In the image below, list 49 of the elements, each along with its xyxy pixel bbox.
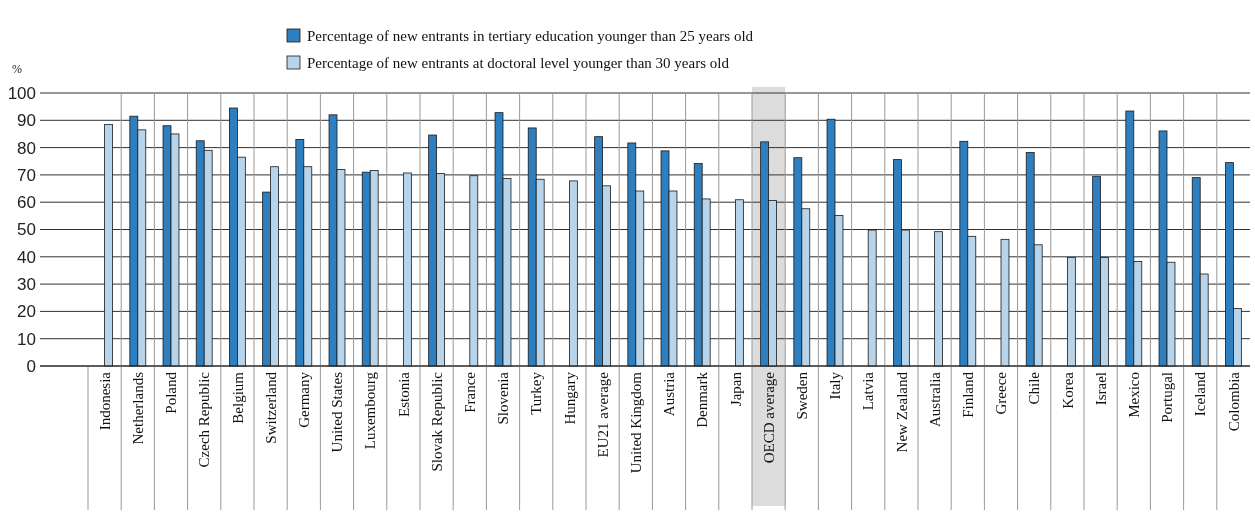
x-tick-label: Germany <box>296 371 313 428</box>
x-tick-label: Hungary <box>561 371 578 425</box>
x-tick-label: Luxembourg <box>362 371 379 450</box>
x-tick-label: Iceland <box>1192 371 1209 417</box>
x-tick-label: Slovak Republic <box>428 371 445 472</box>
x-tick-label: Greece <box>993 371 1010 415</box>
x-tick-label: Portugal <box>1159 372 1176 423</box>
x-tick-label: Turkey <box>528 371 545 415</box>
y-tick-label: 20 <box>17 302 36 322</box>
x-tick-label: Colombia <box>1225 371 1242 432</box>
y-axis-title: % <box>12 62 22 76</box>
y-tick-label: 100 <box>7 83 36 103</box>
x-tick-label: Poland <box>163 371 180 414</box>
y-tick-label: 30 <box>17 275 36 295</box>
x-tick-label: Israel <box>1092 372 1109 406</box>
x-tick-label: Slovenia <box>495 371 512 425</box>
x-tick-label: Sweden <box>794 371 811 420</box>
y-tick-label: 0 <box>26 356 36 376</box>
y-tick-label: 50 <box>17 220 36 240</box>
x-tick-label: Chile <box>1026 371 1043 405</box>
x-tick-label: Japan <box>727 371 744 407</box>
x-tick-label: Belgium <box>229 371 246 424</box>
x-tick-label: Latvia <box>860 371 877 411</box>
x-tick-label: United States <box>329 371 346 453</box>
x-tick-label: Austria <box>661 371 678 417</box>
x-tick-label: Czech Republic <box>196 371 213 468</box>
x-tick-label: Mexico <box>1126 372 1143 418</box>
x-tick-label: EU21 average <box>594 371 611 458</box>
y-tick-label: 40 <box>17 247 36 267</box>
x-tick-label: Korea <box>1059 371 1076 409</box>
x-tick-label: Estonia <box>395 371 412 417</box>
x-tick-label: Finland <box>960 371 977 418</box>
x-tick-label: Indonesia <box>96 371 113 431</box>
x-tick-label: New Zealand <box>893 371 910 453</box>
y-tick-label: 80 <box>17 138 36 158</box>
x-tick-label: OECD average <box>760 371 777 464</box>
x-tick-label: Italy <box>827 371 844 400</box>
y-tick-label: 90 <box>17 111 36 131</box>
y-tick-label: 10 <box>17 329 36 349</box>
x-tick-label: Switzerland <box>262 371 279 444</box>
x-tick-label: United Kingdom <box>628 371 645 474</box>
legend-label: Percentage of new entrants at doctoral level younger than 30 years old <box>307 55 730 72</box>
y-tick-label: 60 <box>17 193 36 213</box>
x-tick-label: Netherlands <box>130 371 147 445</box>
y-tick-label: 70 <box>17 165 36 185</box>
x-tick-label: France <box>462 371 479 413</box>
x-tick-label: Denmark <box>694 371 711 428</box>
legend-label: Percentage of new entrants in tertiary education younger than 25 years old <box>307 28 754 45</box>
x-tick-label: Australia <box>926 371 943 427</box>
